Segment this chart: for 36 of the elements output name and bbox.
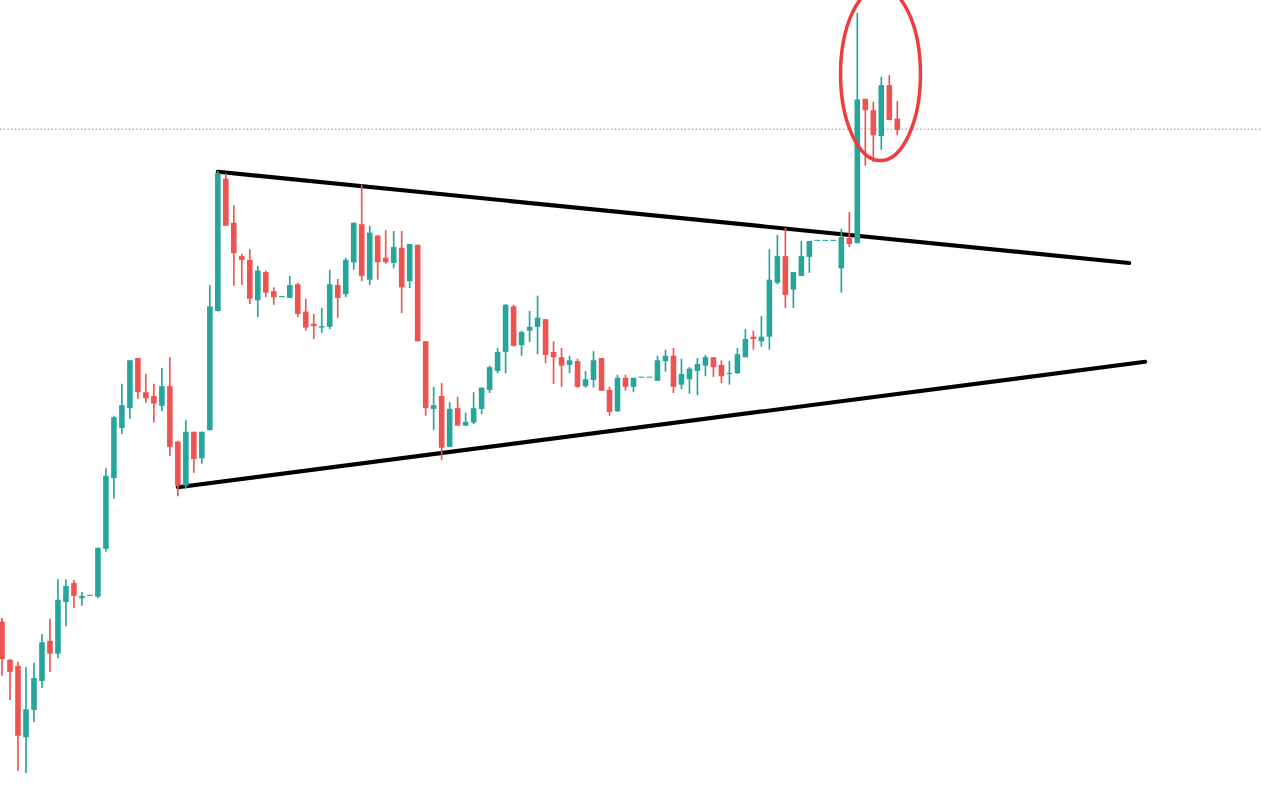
candlestick xyxy=(694,357,701,397)
candlestick xyxy=(702,354,709,378)
candlestick xyxy=(734,347,741,375)
candlestick xyxy=(894,100,901,137)
candlestick xyxy=(79,591,85,607)
candlestick xyxy=(790,271,797,309)
candlestick xyxy=(71,579,77,609)
candlestick xyxy=(239,253,245,286)
candlestick xyxy=(494,347,501,375)
candlestick xyxy=(806,240,813,274)
candlestick xyxy=(654,354,661,382)
candlestick xyxy=(710,356,717,378)
candlestick xyxy=(470,391,477,425)
candlestick xyxy=(159,367,165,413)
candlestick xyxy=(454,395,461,427)
candlestick xyxy=(526,310,533,343)
candlestick xyxy=(318,307,325,334)
candlestick xyxy=(262,269,269,299)
candlestick xyxy=(486,364,493,394)
candlestick xyxy=(430,386,437,432)
candlestick xyxy=(590,350,597,389)
candlestick xyxy=(7,658,13,701)
candlestick xyxy=(63,578,69,628)
candlestick xyxy=(47,617,53,673)
candlestick xyxy=(151,383,157,424)
candlestick xyxy=(678,357,685,391)
candlestick xyxy=(518,329,525,357)
candlestick xyxy=(558,347,565,388)
candlestick xyxy=(334,278,341,319)
candlestick xyxy=(302,297,309,332)
candlestick xyxy=(310,313,317,340)
candlestick xyxy=(798,240,805,277)
candlestick xyxy=(286,275,293,299)
candlestick xyxy=(143,373,149,404)
candlestick xyxy=(119,383,125,435)
candlestick xyxy=(390,230,397,270)
